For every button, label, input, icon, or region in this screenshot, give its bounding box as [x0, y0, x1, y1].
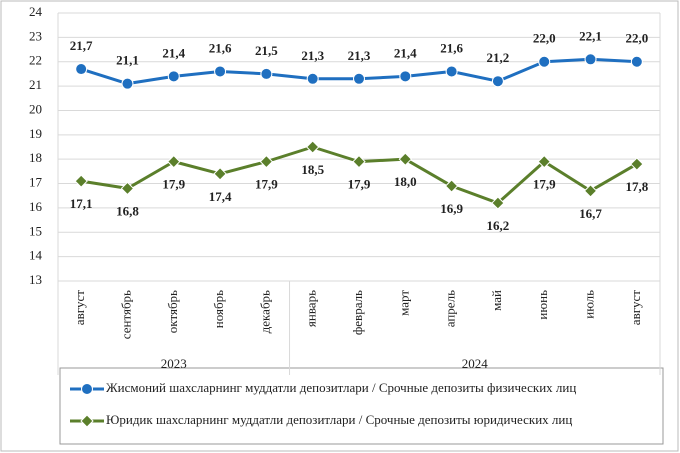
value-label: 18,0 — [394, 174, 417, 189]
x-tick-label: июнь — [535, 290, 550, 320]
y-tick-label: 19 — [29, 126, 42, 141]
group-label: 2024 — [462, 356, 489, 371]
y-tick-label: 21 — [29, 77, 42, 92]
value-label: 21,3 — [348, 48, 371, 63]
point — [259, 154, 274, 169]
value-label: 16,2 — [487, 218, 510, 233]
y-tick-label: 16 — [29, 199, 43, 214]
point — [74, 174, 88, 188]
x-tick-label: декабрь — [257, 290, 272, 333]
point — [260, 67, 273, 80]
point — [214, 65, 227, 78]
x-tick-label: сентябрь — [118, 290, 133, 339]
point — [167, 70, 180, 83]
x-tick-label: май — [489, 290, 504, 311]
point — [445, 65, 458, 78]
value-label: 21,7 — [70, 38, 93, 53]
value-label: 21,6 — [209, 40, 232, 55]
y-tick-label: 24 — [29, 4, 43, 19]
point — [491, 196, 505, 210]
point — [398, 152, 413, 166]
point — [213, 167, 227, 181]
value-label: 22,1 — [579, 28, 602, 43]
value-label: 17,4 — [209, 189, 232, 204]
y-tick-label: 23 — [29, 28, 42, 43]
legend-label: Юридик шахсларнинг муддатли депозитлари … — [106, 412, 572, 427]
value-label: 22,0 — [625, 31, 648, 46]
value-label: 17,9 — [533, 177, 556, 192]
x-tick-label: март — [396, 290, 411, 316]
value-label: 21,3 — [301, 48, 324, 63]
point — [167, 154, 181, 169]
value-label: 16,9 — [440, 201, 463, 216]
y-tick-label: 18 — [29, 150, 42, 165]
y-tick-label: 17 — [29, 175, 43, 190]
value-label: 21,4 — [394, 45, 417, 60]
x-tick-label: январь — [304, 290, 319, 327]
legend-marker — [80, 414, 94, 428]
point — [121, 77, 134, 90]
x-tick-label: июль — [582, 290, 597, 319]
value-label: 21,1 — [116, 53, 139, 68]
point — [120, 181, 135, 196]
legend-box — [59, 367, 664, 445]
point — [444, 179, 459, 193]
x-tick-label: ноябрь — [211, 290, 226, 328]
point — [305, 140, 320, 154]
value-label: 17,1 — [70, 196, 93, 211]
group-label: 2023 — [161, 356, 187, 371]
point — [630, 55, 643, 68]
value-label: 17,9 — [162, 177, 185, 192]
point — [306, 72, 319, 85]
point — [352, 154, 366, 169]
point — [538, 55, 551, 68]
value-label: 21,6 — [440, 40, 463, 55]
value-label: 21,5 — [255, 43, 278, 58]
y-tick-label: 20 — [29, 101, 42, 116]
y-tick-label: 15 — [29, 223, 42, 238]
y-tick-label: 13 — [29, 272, 42, 287]
value-label: 17,8 — [625, 179, 648, 194]
point — [537, 154, 551, 169]
x-tick-label: октябрь — [165, 290, 180, 333]
value-label: 17,9 — [255, 177, 278, 192]
legend-label: Жисмоний шахсларнинг муддатли депозитлар… — [106, 380, 576, 395]
point — [75, 63, 88, 76]
value-label: 21,2 — [487, 50, 510, 65]
y-tick-label: 22 — [29, 53, 42, 68]
value-label: 16,7 — [579, 206, 602, 221]
value-label: 18,5 — [301, 162, 324, 177]
value-label: 16,8 — [116, 203, 139, 218]
legend-marker — [81, 383, 93, 395]
point — [584, 53, 597, 66]
y-tick-label: 14 — [29, 248, 43, 263]
x-tick-label: август — [628, 290, 643, 326]
point — [491, 75, 504, 88]
x-tick-label: август — [72, 290, 87, 326]
point — [630, 157, 644, 171]
point — [353, 72, 365, 85]
point — [399, 70, 412, 83]
point — [583, 184, 598, 198]
value-label: 17,9 — [348, 177, 371, 192]
value-label: 22,0 — [533, 31, 556, 46]
x-tick-label: апрель — [443, 290, 458, 327]
value-label: 21,4 — [162, 45, 185, 60]
x-tick-label: февраль — [350, 290, 365, 335]
